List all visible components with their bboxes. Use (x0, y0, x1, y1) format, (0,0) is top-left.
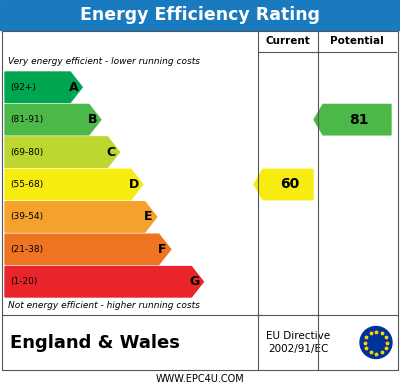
Text: England & Wales: England & Wales (10, 334, 180, 352)
Text: WWW.EPC4U.COM: WWW.EPC4U.COM (156, 374, 244, 384)
Text: A: A (69, 81, 78, 94)
Text: Energy Efficiency Rating: Energy Efficiency Rating (80, 6, 320, 24)
Text: 2002/91/EC: 2002/91/EC (268, 344, 328, 354)
Text: EU Directive: EU Directive (266, 331, 330, 341)
Text: F: F (158, 243, 167, 256)
Polygon shape (5, 104, 101, 135)
Text: G: G (189, 275, 199, 288)
Polygon shape (314, 104, 391, 135)
Text: E: E (144, 210, 153, 223)
Polygon shape (5, 169, 143, 200)
Text: (81-91): (81-91) (10, 115, 43, 124)
Text: Current: Current (266, 36, 310, 46)
Polygon shape (254, 169, 313, 200)
Text: B: B (87, 113, 97, 126)
Bar (0, 0, 400, 30)
Text: 81: 81 (349, 113, 369, 126)
Bar (2, 31, 398, 370)
Polygon shape (5, 137, 120, 167)
Text: Very energy efficient - lower running costs: Very energy efficient - lower running co… (8, 57, 200, 66)
Text: (55-68): (55-68) (10, 180, 43, 189)
Text: (1-20): (1-20) (10, 277, 37, 286)
Polygon shape (5, 72, 82, 102)
Text: (21-38): (21-38) (10, 245, 43, 254)
Polygon shape (5, 202, 157, 232)
Text: Potential: Potential (330, 36, 384, 46)
Polygon shape (5, 234, 171, 265)
Text: (69-80): (69-80) (10, 147, 43, 157)
Text: (92+): (92+) (10, 83, 36, 92)
Text: C: C (106, 146, 116, 159)
Text: (39-54): (39-54) (10, 212, 43, 222)
Text: D: D (128, 178, 139, 191)
Text: 60: 60 (280, 177, 300, 192)
Polygon shape (5, 267, 204, 297)
Text: Not energy efficient - higher running costs: Not energy efficient - higher running co… (8, 301, 200, 310)
Circle shape (360, 326, 392, 359)
